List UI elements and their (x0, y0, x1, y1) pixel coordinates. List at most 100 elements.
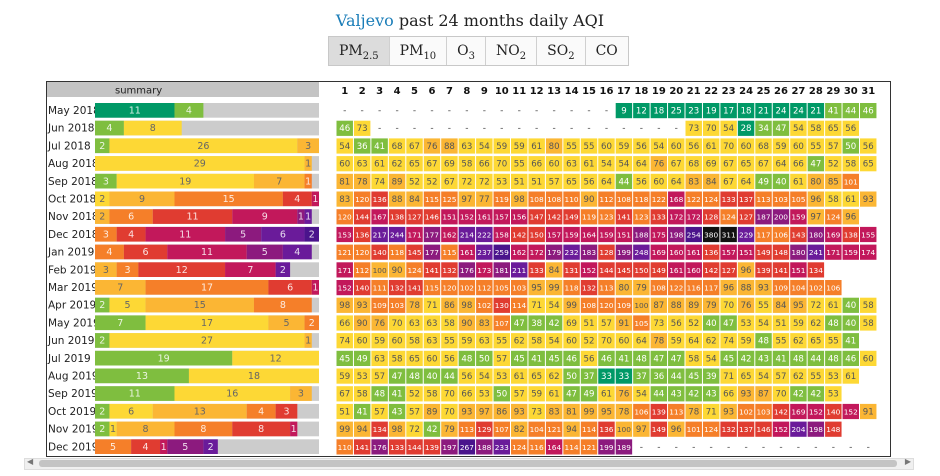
aqi-cell (860, 403, 877, 420)
aqi-cell-value: 97 (636, 425, 647, 435)
aqi-cell-value: 61 (828, 301, 839, 311)
missing-day: - (361, 106, 364, 116)
aqi-cell (563, 280, 580, 296)
aqi-cell (807, 138, 825, 154)
aqi-cell-value: 40 (845, 301, 856, 311)
missing-day: - (727, 442, 730, 452)
aqi-cell-value: 78 (357, 177, 368, 187)
aqi-cell (580, 138, 598, 154)
aqi-cell-value: 18 (653, 107, 664, 117)
aqi-cell-value: 58 (863, 319, 874, 329)
tab-o3[interactable]: O3 (447, 37, 487, 65)
aqi-cell-value: 54 (636, 390, 647, 400)
aqi-cell (755, 403, 772, 420)
aqi-cell-value: 76 (741, 301, 752, 311)
aqi-cell-value: 79 (444, 425, 455, 435)
aqi-cell (842, 333, 859, 349)
aqi-cell-value: 98 (461, 301, 472, 311)
aqi-cell (423, 209, 441, 225)
aqi-cell-value: 128 (599, 248, 613, 257)
aqi-cell (615, 156, 633, 172)
aqi-cell (353, 280, 371, 296)
tab-so2[interactable]: SO2 (537, 37, 586, 65)
aqi-cell (598, 156, 615, 172)
aqi-cell-value: 37 (584, 372, 595, 382)
summary-segment (109, 138, 298, 154)
missing-day: - (483, 106, 486, 116)
aqi-cell (825, 280, 842, 296)
aqi-cell (336, 297, 353, 313)
month-label: Nov 2018 (48, 211, 99, 223)
day-header-22: 22 (704, 86, 718, 97)
aqi-cell (860, 226, 877, 243)
tab-co[interactable]: CO (586, 37, 628, 65)
city-link[interactable]: Valjevo (335, 11, 394, 30)
aqi-cell-value: 152 (774, 425, 788, 434)
aqi-cell (650, 262, 668, 278)
aqi-cell (388, 439, 406, 455)
aqi-cell-value: 96 (845, 213, 856, 223)
scroll-right-icon[interactable]: ▶ (904, 457, 911, 466)
page-title: Valjevo past 24 months daily AQI (0, 10, 940, 32)
aqi-cell (702, 386, 720, 402)
aqi-cell (825, 138, 842, 154)
aqi-cell (720, 156, 737, 172)
scroll-left-icon[interactable]: ◀ (27, 457, 34, 466)
missing-day: - (430, 106, 433, 116)
aqi-cell (406, 315, 423, 331)
aqi-cell (702, 173, 720, 189)
aqi-cell (615, 226, 633, 243)
aqi-cell (755, 156, 772, 172)
aqi-cell-value: 36 (357, 142, 368, 152)
aqi-cell-value: 188 (634, 230, 648, 239)
aqi-cell (668, 262, 685, 278)
summary-segment (95, 403, 110, 419)
aqi-cell (685, 226, 702, 243)
aqi-cell-value: 90 (461, 319, 472, 329)
aqi-cell (650, 350, 668, 366)
aqi-cell (807, 209, 825, 225)
tab-no2[interactable]: NO2 (486, 37, 538, 65)
summary-segment-count: 12 (270, 353, 282, 364)
aqi-cell-value: 103 (774, 195, 788, 204)
aqi-cell (702, 244, 720, 260)
aqi-cell-value: 54 (723, 124, 734, 134)
aqi-cell (353, 262, 371, 278)
aqi-cell-value: 54 (479, 372, 490, 382)
summary-segment-count: 7 (276, 176, 282, 187)
aqi-cell (842, 368, 859, 384)
aqi-cell (807, 244, 825, 260)
tab-pm10[interactable]: PM10 (390, 37, 448, 65)
summary-segment (116, 262, 139, 277)
aqi-cell (371, 403, 388, 420)
summary-segment-count: 2 (99, 300, 105, 311)
aqi-cell-value: 58 (845, 160, 856, 170)
aqi-cell (580, 297, 598, 313)
aqi-cell-value: 19 (706, 107, 717, 117)
horizontal-scrollbar[interactable]: ◀ ▶ (24, 457, 914, 470)
aqi-cell-value: 222 (477, 230, 491, 239)
summary-segment-count: 27 (201, 336, 213, 347)
summary-segment (95, 244, 124, 260)
aqi-cell-value: 89 (427, 407, 438, 417)
summary-segment-count: 1 (305, 159, 311, 170)
scrollbar-thumb[interactable] (39, 460, 897, 467)
summary-segment-count: 2 (99, 406, 105, 417)
aqi-cell-value: 200 (774, 213, 788, 222)
aqi-cell (598, 421, 615, 437)
aqi-cell-value: 41 (374, 142, 385, 152)
aqi-cell-value: 52 (688, 319, 699, 329)
aqi-cell (633, 138, 650, 154)
aqi-cell (702, 120, 720, 136)
aqi-cell (563, 244, 580, 260)
aqi-cell (598, 280, 615, 296)
tab-pm25[interactable]: PM2.5 (329, 37, 390, 65)
summary-segment (116, 173, 254, 189)
aqi-cell (825, 333, 842, 349)
aqi-cell-value: 88 (671, 301, 682, 311)
summary-segment (95, 421, 110, 437)
aqi-cell-value: 52 (427, 177, 438, 187)
aqi-cell-value: 97 (810, 213, 821, 223)
aqi-cell-value: 159 (565, 230, 579, 239)
aqi-cell-value: 57 (828, 142, 839, 152)
